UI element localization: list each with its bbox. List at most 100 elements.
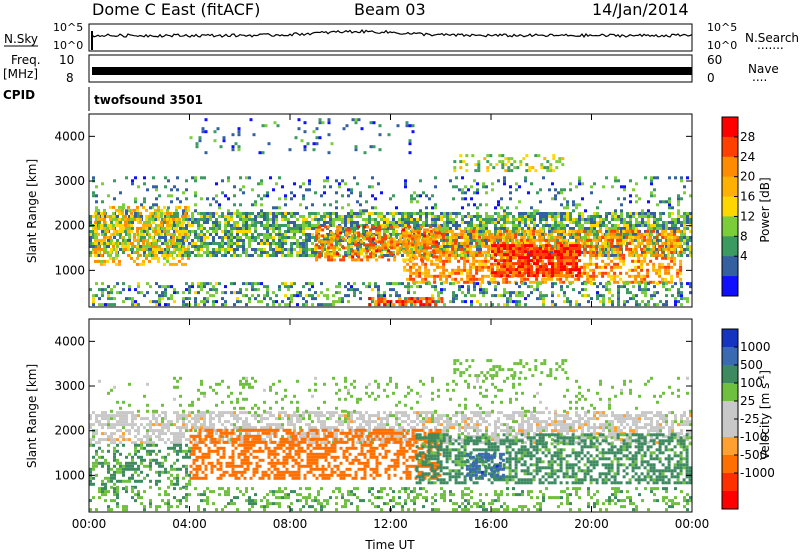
heatmap-cell bbox=[689, 245, 692, 248]
heatmap-cell bbox=[575, 244, 578, 248]
heatmap-cell bbox=[608, 242, 611, 245]
heatmap-cell bbox=[419, 212, 422, 215]
heatmap-cell bbox=[350, 218, 353, 221]
heatmap-cell bbox=[469, 244, 473, 248]
heatmap-cell bbox=[637, 235, 641, 239]
heatmap-cell bbox=[410, 297, 414, 301]
heatmap-cell bbox=[278, 245, 281, 248]
heatmap-cell bbox=[173, 224, 176, 227]
heatmap-cell bbox=[560, 259, 563, 263]
heatmap-cell bbox=[599, 200, 602, 204]
heatmap-cell bbox=[512, 271, 515, 275]
heatmap-cell bbox=[374, 242, 377, 245]
heatmap-cell bbox=[479, 242, 482, 245]
heatmap-cell bbox=[686, 176, 689, 180]
heatmap-cell bbox=[472, 256, 476, 260]
heatmap-cell bbox=[524, 303, 527, 307]
heatmap-cell bbox=[518, 221, 521, 224]
heatmap-cell bbox=[167, 285, 170, 289]
heatmap-cell bbox=[378, 240, 382, 244]
heatmap-cell bbox=[631, 253, 635, 257]
heatmap-cell bbox=[589, 244, 593, 248]
heatmap-cell bbox=[527, 191, 530, 195]
heatmap-cell bbox=[632, 227, 635, 230]
heatmap-cell bbox=[248, 297, 251, 301]
heatmap-cell bbox=[396, 225, 400, 229]
heatmap-cell bbox=[532, 259, 536, 263]
heatmap-cell bbox=[134, 176, 137, 180]
heatmap-cell bbox=[448, 229, 452, 233]
heatmap-cell bbox=[362, 227, 365, 230]
heatmap-cell bbox=[218, 245, 221, 248]
heatmap-cell bbox=[335, 179, 338, 183]
heatmap-cell bbox=[344, 251, 347, 254]
heatmap-cell bbox=[185, 179, 188, 183]
heatmap-cell bbox=[491, 215, 494, 218]
heatmap-cell bbox=[332, 212, 335, 215]
heatmap-cell bbox=[416, 218, 419, 221]
heatmap-cell bbox=[299, 227, 302, 230]
heatmap-cell bbox=[97, 259, 100, 263]
heatmap-cell bbox=[278, 206, 281, 210]
heatmap-cell bbox=[432, 228, 436, 232]
heatmap-cell bbox=[532, 238, 536, 242]
heatmap-cell bbox=[166, 259, 169, 263]
heatmap-cell bbox=[632, 215, 635, 218]
heatmap-cell bbox=[596, 215, 599, 218]
heatmap-cell bbox=[203, 251, 206, 254]
heatmap-cell bbox=[583, 268, 587, 272]
heatmap-cell bbox=[127, 217, 130, 221]
heatmap-cell bbox=[164, 285, 167, 289]
heatmap-cell bbox=[164, 248, 167, 251]
heatmap-cell bbox=[218, 227, 221, 230]
heatmap-cell bbox=[484, 235, 488, 239]
heatmap-cell bbox=[230, 224, 233, 227]
heatmap-cell bbox=[647, 303, 650, 307]
heatmap-cell bbox=[290, 297, 293, 301]
heatmap-cell bbox=[380, 191, 383, 195]
heatmap-cell bbox=[502, 232, 506, 236]
heatmap-cell bbox=[536, 271, 539, 275]
heatmap-cell bbox=[581, 288, 584, 292]
heatmap-cell bbox=[487, 244, 491, 248]
heatmap-cell bbox=[626, 212, 629, 215]
heatmap-cell bbox=[269, 245, 272, 248]
heatmap-cell bbox=[502, 241, 506, 245]
heatmap-cell bbox=[592, 271, 596, 275]
heatmap-cell bbox=[375, 228, 379, 232]
heatmap-cell bbox=[467, 203, 470, 207]
heatmap-cell bbox=[148, 250, 151, 254]
heatmap-cell bbox=[248, 218, 251, 221]
heatmap-cell bbox=[403, 265, 407, 269]
heatmap-cell bbox=[115, 223, 118, 227]
heatmap-cell bbox=[341, 215, 344, 218]
heatmap-cell bbox=[230, 215, 233, 218]
heatmap-cell bbox=[455, 251, 458, 254]
heatmap-cell bbox=[482, 236, 485, 239]
heatmap-cell bbox=[236, 212, 239, 215]
heatmap-cell bbox=[640, 262, 644, 266]
heatmap-cell bbox=[163, 250, 166, 254]
heatmap-cell bbox=[263, 242, 266, 245]
heatmap-cell bbox=[167, 194, 170, 198]
heatmap-cell bbox=[686, 215, 689, 218]
heatmap-cell bbox=[154, 226, 157, 230]
heatmap-cell bbox=[375, 258, 379, 262]
heatmap-cell bbox=[578, 291, 581, 295]
noise-right-top: 10^5 bbox=[707, 21, 737, 34]
heatmap-cell bbox=[121, 235, 124, 239]
heatmap-cell bbox=[617, 215, 620, 218]
heatmap-cell bbox=[407, 285, 410, 289]
heatmap-cell bbox=[491, 294, 494, 298]
heatmap-cell bbox=[414, 234, 418, 238]
heatmap-cell bbox=[574, 235, 578, 239]
heatmap-cell bbox=[442, 274, 446, 278]
heatmap-cell bbox=[616, 274, 620, 278]
heatmap-cell bbox=[635, 303, 638, 307]
heatmap-cell bbox=[236, 224, 239, 227]
heatmap-cell bbox=[230, 236, 233, 239]
heatmap-cell bbox=[411, 243, 415, 247]
heatmap-cell bbox=[330, 258, 334, 262]
heatmap-cell bbox=[649, 241, 653, 245]
heatmap-cell bbox=[435, 243, 439, 247]
